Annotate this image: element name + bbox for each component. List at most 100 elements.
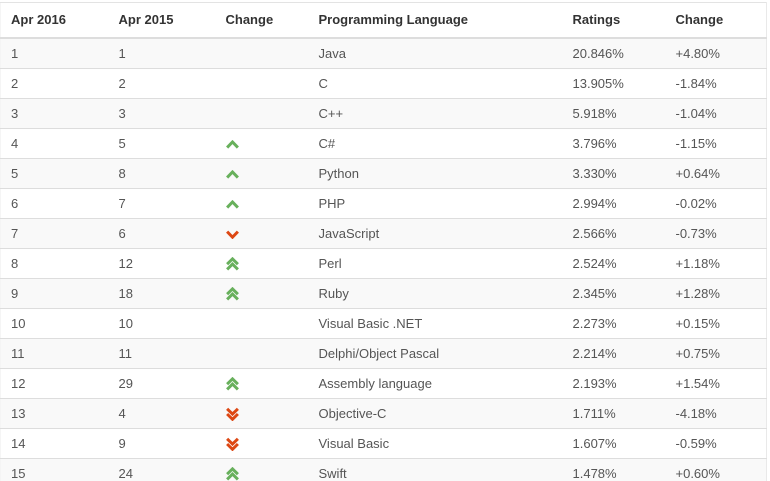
change-cell: -0.59%: [665, 428, 767, 459]
change-icon-cell: [215, 428, 309, 459]
change-cell: +1.18%: [665, 248, 767, 279]
change-icon-cell: [215, 458, 309, 481]
chevron-double-up-icon: [225, 467, 239, 481]
ratings-cell: 1.711%: [562, 398, 666, 429]
language-cell: JavaScript: [308, 218, 563, 249]
ratings-cell: 2.994%: [562, 188, 666, 219]
change-cell: +0.15%: [665, 308, 767, 339]
change-cell: -1.15%: [665, 128, 767, 159]
table-row: 5 8 Python 3.330% +0.64%: [0, 158, 767, 189]
change-icon-cell: [215, 278, 309, 309]
header-row: Apr 2016 Apr 2015 Change Programming Lan…: [0, 2, 767, 39]
rank-2016-cell: 13: [0, 398, 109, 429]
table-body: 1 1 Java 20.846% +4.80% 2 2 C 13.905% -1…: [0, 37, 767, 481]
ratings-cell: 2.193%: [562, 368, 666, 399]
table-header: Apr 2016 Apr 2015 Change Programming Lan…: [0, 2, 767, 39]
change-icon-cell: [215, 398, 309, 429]
change-icon-cell: [215, 37, 309, 69]
ratings-cell: 2.273%: [562, 308, 666, 339]
change-icon-cell: [215, 218, 309, 249]
ratings-cell: 5.918%: [562, 98, 666, 129]
change-cell: +1.28%: [665, 278, 767, 309]
change-icon-cell: [215, 338, 309, 369]
ratings-cell: 2.214%: [562, 338, 666, 369]
language-cell: PHP: [308, 188, 563, 219]
rank-2015-cell: 24: [108, 458, 216, 481]
rank-2015-cell: 8: [108, 158, 216, 189]
language-cell: Objective-C: [308, 398, 563, 429]
table-row: 4 5 C# 3.796% -1.15%: [0, 128, 767, 159]
change-cell: -4.18%: [665, 398, 767, 429]
chevron-up-icon: [225, 199, 239, 209]
column-header-ratings: Ratings: [562, 2, 666, 39]
language-cell: Perl: [308, 248, 563, 279]
rank-2015-cell: 10: [108, 308, 216, 339]
rank-2015-cell: 18: [108, 278, 216, 309]
change-cell: -0.73%: [665, 218, 767, 249]
change-icon-cell: [215, 128, 309, 159]
chevron-double-up-icon: [225, 257, 239, 271]
table-row: 3 3 C++ 5.918% -1.04%: [0, 98, 767, 129]
table-row: 1 1 Java 20.846% +4.80%: [0, 37, 767, 69]
change-icon-cell: [215, 158, 309, 189]
rank-2016-cell: 10: [0, 308, 109, 339]
ratings-cell: 20.846%: [562, 37, 666, 69]
column-header-change-position: Change: [215, 2, 309, 39]
change-icon-cell: [215, 308, 309, 339]
rank-2016-cell: 7: [0, 218, 109, 249]
chevron-double-up-icon: [225, 287, 239, 301]
rank-2016-cell: 6: [0, 188, 109, 219]
rank-2015-cell: 5: [108, 128, 216, 159]
change-cell: +0.64%: [665, 158, 767, 189]
change-cell: +0.75%: [665, 338, 767, 369]
language-cell: Visual Basic .NET: [308, 308, 563, 339]
column-header-change-ratings: Change: [665, 2, 767, 39]
ratings-cell: 2.524%: [562, 248, 666, 279]
table-row: 12 29 Assembly language 2.193% +1.54%: [0, 368, 767, 399]
rank-2015-cell: 6: [108, 218, 216, 249]
table-row: 7 6 JavaScript 2.566% -0.73%: [0, 218, 767, 249]
chevron-double-up-icon: [225, 377, 239, 391]
table-row: 13 4 Objective-C 1.711% -4.18%: [0, 398, 767, 429]
column-header-apr-2015: Apr 2015: [108, 2, 216, 39]
table-row: 8 12 Perl 2.524% +1.18%: [0, 248, 767, 279]
language-cell: Python: [308, 158, 563, 189]
rank-2015-cell: 29: [108, 368, 216, 399]
change-icon-cell: [215, 188, 309, 219]
change-cell: -0.02%: [665, 188, 767, 219]
rank-2016-cell: 9: [0, 278, 109, 309]
rank-2016-cell: 12: [0, 368, 109, 399]
rank-2016-cell: 8: [0, 248, 109, 279]
rank-2016-cell: 5: [0, 158, 109, 189]
language-cell: Visual Basic: [308, 428, 563, 459]
language-cell: Java: [308, 37, 563, 69]
rank-2015-cell: 2: [108, 68, 216, 99]
change-icon-cell: [215, 248, 309, 279]
language-cell: Delphi/Object Pascal: [308, 338, 563, 369]
rank-2016-cell: 3: [0, 98, 109, 129]
rank-2016-cell: 2: [0, 68, 109, 99]
chevron-down-icon: [225, 230, 239, 240]
change-cell: +1.54%: [665, 368, 767, 399]
rank-2015-cell: 3: [108, 98, 216, 129]
table-row: 6 7 PHP 2.994% -0.02%: [0, 188, 767, 219]
language-cell: Assembly language: [308, 368, 563, 399]
table-row: 15 24 Swift 1.478% +0.60%: [0, 458, 767, 481]
ratings-cell: 2.345%: [562, 278, 666, 309]
change-cell: +4.80%: [665, 37, 767, 69]
language-cell: C: [308, 68, 563, 99]
column-header-apr-2016: Apr 2016: [0, 2, 109, 39]
table-row: 9 18 Ruby 2.345% +1.28%: [0, 278, 767, 309]
change-icon-cell: [215, 98, 309, 129]
chevron-up-icon: [225, 139, 239, 149]
rank-2015-cell: 7: [108, 188, 216, 219]
ratings-cell: 3.796%: [562, 128, 666, 159]
change-cell: -1.04%: [665, 98, 767, 129]
rank-2015-cell: 12: [108, 248, 216, 279]
change-icon-cell: [215, 368, 309, 399]
ratings-cell: 2.566%: [562, 218, 666, 249]
table-row: 10 10 Visual Basic .NET 2.273% +0.15%: [0, 308, 767, 339]
rank-2015-cell: 11: [108, 338, 216, 369]
rank-2015-cell: 9: [108, 428, 216, 459]
